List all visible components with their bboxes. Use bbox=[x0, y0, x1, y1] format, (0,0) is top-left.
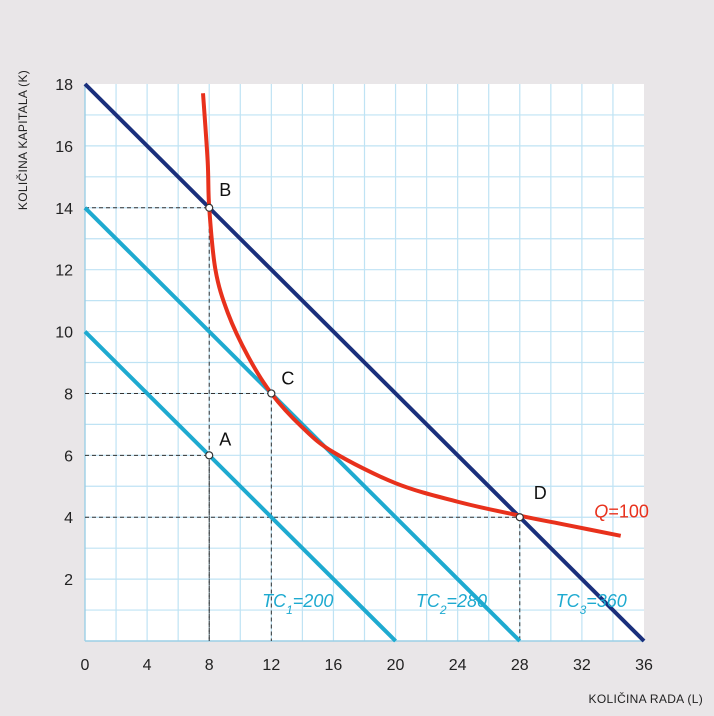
y-tick-label: 18 bbox=[55, 77, 73, 94]
y-tick-label: 8 bbox=[64, 386, 73, 403]
y-tick-label: 14 bbox=[55, 201, 73, 218]
y-tick-label: 2 bbox=[64, 572, 73, 589]
series-label-tc1: TC1=200 bbox=[262, 591, 333, 617]
x-tick-label: 8 bbox=[205, 657, 214, 674]
point-label-a: A bbox=[219, 429, 231, 449]
point-marker-d bbox=[515, 513, 524, 522]
y-tick-label: 4 bbox=[64, 510, 73, 527]
y-tick-label: 16 bbox=[55, 139, 73, 156]
series-line-1 bbox=[83, 206, 522, 643]
point-label-b: B bbox=[219, 180, 231, 200]
series-line-2 bbox=[83, 82, 646, 643]
point-label-d: D bbox=[534, 483, 547, 503]
series-label-q: Q=100 bbox=[594, 502, 649, 522]
series-line-0 bbox=[83, 330, 397, 643]
point-marker-b bbox=[205, 203, 214, 212]
guide-lines bbox=[85, 207, 521, 641]
series-label-tc2: TC2=280 bbox=[416, 591, 487, 617]
series-label-tc3: TC3=360 bbox=[556, 591, 627, 617]
series-labels: TC1=200 TC2=280 TC3=360 Q=100 bbox=[262, 502, 649, 617]
y-tick-label: 12 bbox=[55, 263, 73, 280]
y-tick-label: 6 bbox=[64, 448, 73, 465]
point-markers: A B C D bbox=[205, 180, 547, 522]
x-tick-label: 16 bbox=[325, 657, 343, 674]
y-tick-label: 10 bbox=[55, 325, 73, 342]
x-tick-label: 36 bbox=[635, 657, 653, 674]
x-tick-label: 0 bbox=[81, 657, 90, 674]
x-tick-label: 32 bbox=[573, 657, 591, 674]
x-tick-label: 24 bbox=[449, 657, 467, 674]
point-marker-c bbox=[267, 389, 276, 398]
x-tick-label: 28 bbox=[511, 657, 529, 674]
x-tick-label: 12 bbox=[262, 657, 280, 674]
point-marker-a bbox=[205, 451, 214, 460]
point-label-c: C bbox=[281, 368, 294, 388]
x-tick-label: 4 bbox=[143, 657, 152, 674]
x-axis-label: KOLIČINA RADA (L) bbox=[589, 691, 703, 706]
y-axis-label: KOLIČINA KAPITALA (K) bbox=[15, 70, 30, 210]
x-tick-label: 20 bbox=[387, 657, 405, 674]
